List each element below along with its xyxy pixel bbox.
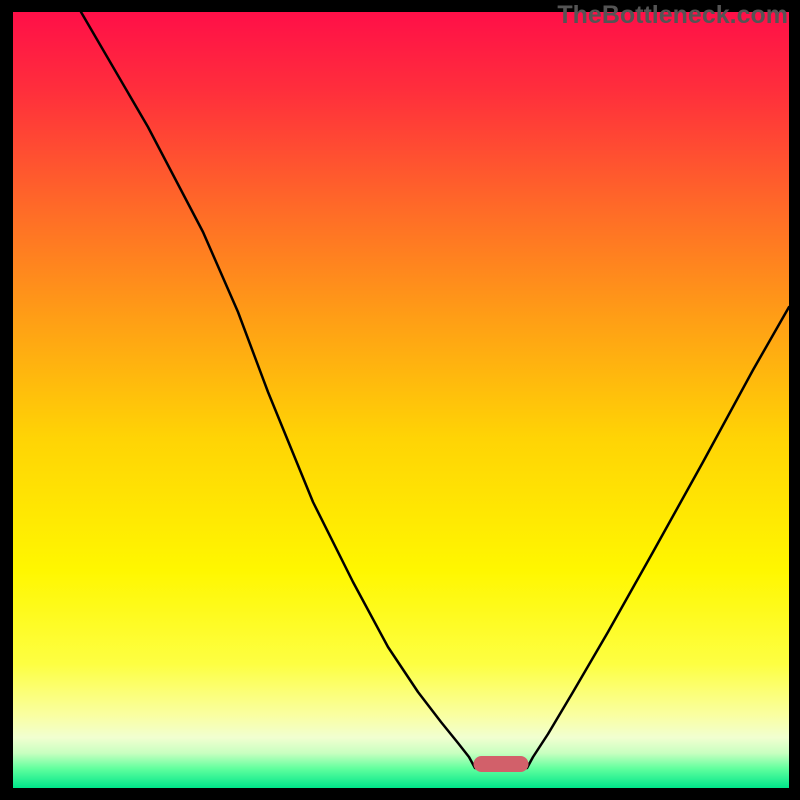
optimal-marker: [474, 756, 529, 772]
plot-background: [13, 12, 789, 788]
bottleneck-chart: TheBottleneck.com: [0, 0, 800, 800]
watermark-text: TheBottleneck.com: [557, 1, 788, 30]
chart-svg: [0, 0, 800, 800]
